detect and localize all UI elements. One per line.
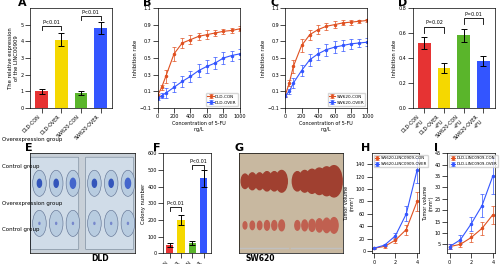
Circle shape	[292, 172, 302, 191]
Text: Control group: Control group	[2, 164, 40, 169]
Bar	[458, 35, 470, 108]
Circle shape	[50, 210, 63, 236]
Circle shape	[104, 170, 118, 196]
Circle shape	[50, 170, 63, 196]
Bar	[188, 243, 196, 253]
Circle shape	[326, 166, 342, 197]
Text: D: D	[398, 0, 407, 8]
Circle shape	[255, 173, 264, 190]
Circle shape	[109, 179, 114, 187]
Text: DLD: DLD	[91, 254, 109, 263]
Y-axis label: The relative expression
of the LINC00909: The relative expression of the LINC00909	[8, 27, 19, 89]
Text: P=0.02: P=0.02	[426, 20, 443, 25]
Circle shape	[312, 168, 326, 195]
Y-axis label: Inhibition rate: Inhibition rate	[133, 39, 138, 77]
Circle shape	[88, 210, 101, 236]
Bar	[36, 91, 48, 108]
Text: B: B	[143, 0, 151, 8]
Circle shape	[32, 210, 46, 236]
Bar	[178, 220, 184, 253]
Text: SW620: SW620	[245, 254, 275, 263]
Circle shape	[319, 167, 334, 196]
Text: P=0.01: P=0.01	[464, 12, 482, 17]
Text: F: F	[154, 143, 161, 153]
Circle shape	[38, 179, 42, 187]
Y-axis label: Inhibition rate: Inhibition rate	[392, 39, 398, 77]
Text: Control group: Control group	[2, 227, 40, 232]
Text: Overexpression group: Overexpression group	[2, 138, 63, 142]
Text: I: I	[434, 143, 438, 153]
Bar	[74, 93, 88, 108]
Y-axis label: Tumor volume
(mm³): Tumor volume (mm³)	[344, 186, 354, 221]
Circle shape	[270, 172, 280, 191]
Circle shape	[121, 170, 134, 196]
Bar	[200, 178, 207, 253]
Circle shape	[104, 210, 118, 236]
Circle shape	[264, 220, 270, 230]
Legend: DLD-CON, DLD-OVER: DLD-CON, DLD-OVER	[206, 93, 238, 106]
Text: P<0.01: P<0.01	[42, 20, 60, 25]
Circle shape	[330, 218, 338, 233]
Circle shape	[243, 222, 247, 229]
Circle shape	[54, 179, 58, 187]
Text: Overexpression group: Overexpression group	[2, 201, 63, 206]
Circle shape	[299, 171, 310, 192]
Circle shape	[316, 219, 323, 232]
Circle shape	[279, 220, 284, 231]
X-axis label: Concentration of 5-FU
ng/L: Concentration of 5-FU ng/L	[172, 121, 226, 131]
Circle shape	[66, 170, 80, 196]
Circle shape	[272, 220, 277, 230]
Bar	[477, 60, 490, 108]
Legend: SW620-CON, SW620-OVER: SW620-CON, SW620-OVER	[328, 93, 366, 106]
Text: G: G	[234, 143, 244, 153]
Circle shape	[32, 170, 46, 196]
Text: P<0.01: P<0.01	[82, 11, 100, 15]
Text: A: A	[18, 0, 26, 8]
Circle shape	[309, 219, 315, 231]
Bar	[166, 245, 173, 253]
Circle shape	[302, 220, 308, 231]
Text: C: C	[270, 0, 278, 8]
Circle shape	[39, 222, 40, 224]
Circle shape	[248, 173, 256, 190]
X-axis label: Concentration of 5-FU
ng/L: Concentration of 5-FU ng/L	[300, 121, 353, 131]
Circle shape	[70, 178, 76, 188]
Circle shape	[295, 220, 300, 230]
Bar	[418, 43, 431, 108]
Circle shape	[72, 222, 74, 224]
Bar	[94, 28, 107, 108]
Text: H: H	[361, 143, 370, 153]
Legend: SW620-LINC0909-CON, SW620-LINC0909-OVER: SW620-LINC0909-CON, SW620-LINC0909-OVER	[374, 155, 428, 167]
Circle shape	[323, 218, 330, 233]
Circle shape	[306, 169, 318, 193]
Legend: DLD-LINC0909-CON, DLD-LINC0909-OVER: DLD-LINC0909-CON, DLD-LINC0909-OVER	[450, 155, 498, 167]
Y-axis label: Colony number: Colony number	[141, 183, 146, 224]
Bar	[55, 40, 68, 108]
FancyBboxPatch shape	[30, 157, 78, 249]
Text: P<0.01: P<0.01	[189, 159, 207, 164]
Circle shape	[94, 222, 95, 224]
Circle shape	[88, 170, 101, 196]
Circle shape	[262, 172, 272, 191]
Y-axis label: Tumor volume
(mm³): Tumor volume (mm³)	[422, 186, 434, 221]
Text: P<0.01: P<0.01	[166, 201, 184, 206]
Circle shape	[66, 210, 80, 236]
Circle shape	[126, 178, 130, 188]
Circle shape	[258, 221, 262, 230]
Circle shape	[110, 222, 112, 224]
Circle shape	[250, 221, 254, 230]
Circle shape	[121, 210, 134, 236]
Text: E: E	[25, 143, 32, 153]
Circle shape	[276, 171, 287, 192]
Y-axis label: Inhibition rate: Inhibition rate	[260, 39, 266, 77]
Circle shape	[241, 174, 249, 188]
Circle shape	[92, 179, 96, 187]
Bar	[438, 68, 450, 108]
FancyBboxPatch shape	[86, 157, 134, 249]
